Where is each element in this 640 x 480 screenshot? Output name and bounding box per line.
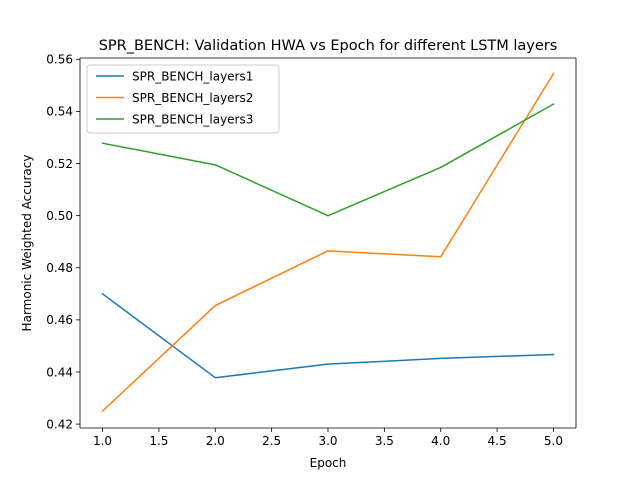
x-axis-ticks: 1.0 1.5 2.0 2.5 3.0 3.5 4.0 4.5 5.0 — [93, 428, 563, 448]
y-axis-ticks: 0.42 0.44 0.46 0.48 0.50 0.52 0.54 0.56 — [46, 53, 80, 431]
y-tick-label: 0.42 — [46, 417, 73, 431]
x-tick-label: 3.0 — [318, 434, 337, 448]
y-tick-label: 0.50 — [46, 209, 73, 223]
x-axis-title: Epoch — [310, 456, 347, 470]
series-line-spr-bench-layers3 — [101, 103, 555, 217]
x-tick-label: 1.0 — [93, 434, 112, 448]
x-tick-label: 4.5 — [488, 434, 507, 448]
x-tick-label: 2.5 — [262, 434, 281, 448]
x-tick-label: 3.5 — [375, 434, 394, 448]
chart-title: SPR_BENCH: Validation HWA vs Epoch for d… — [99, 38, 558, 54]
y-tick-label: 0.46 — [46, 313, 73, 327]
x-tick-label: 2.0 — [206, 434, 225, 448]
series-layer — [101, 72, 555, 413]
y-tick-label: 0.44 — [46, 365, 73, 379]
axes-frame — [79, 57, 577, 429]
legend-label: SPR_BENCH_layers3 — [132, 112, 253, 126]
y-tick-label: 0.56 — [46, 53, 73, 67]
y-tick-label: 0.48 — [46, 261, 73, 275]
x-tick-label: 1.5 — [149, 434, 168, 448]
series-line-spr-bench-layers2 — [101, 72, 555, 413]
legend-label: SPR_BENCH_layers2 — [132, 91, 253, 105]
x-tick-label: 4.0 — [431, 434, 450, 448]
y-tick-label: 0.52 — [46, 157, 73, 171]
legend-box — [86, 64, 280, 134]
y-axis-title: Harmonic Weighted Accuracy — [20, 155, 34, 332]
x-tick-label: 5.0 — [544, 434, 563, 448]
y-tick-label: 0.54 — [46, 105, 73, 119]
legend: SPR_BENCH_layers1 SPR_BENCH_layers2 SPR_BE… — [86, 64, 280, 134]
legend-label: SPR_BENCH_layers1 — [132, 69, 253, 83]
series-line-spr-bench-layers1 — [101, 292, 555, 379]
legend-items: SPR_BENCH_layers1 SPR_BENCH_layers2 SPR_BE… — [96, 69, 253, 126]
